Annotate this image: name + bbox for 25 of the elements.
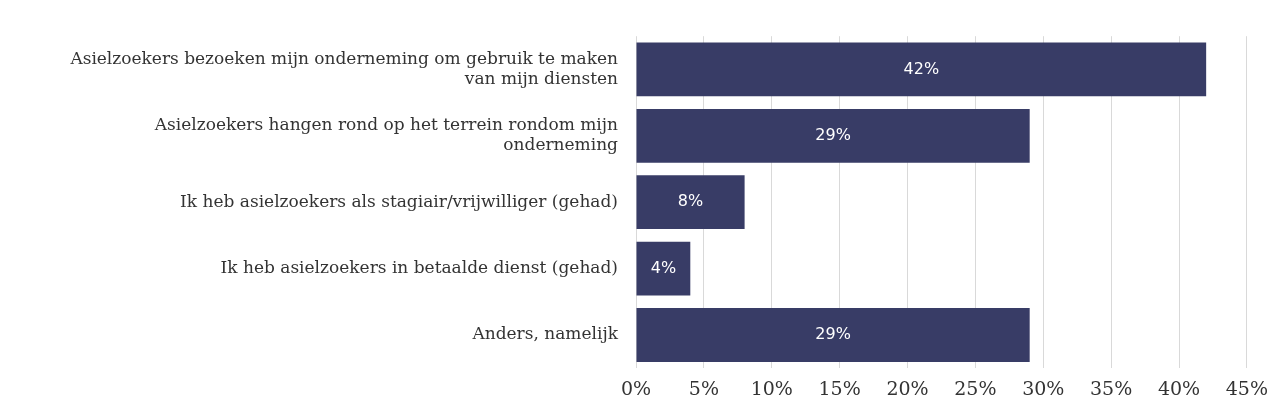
y-tick-label: Asielzoekers bezoeken mijn onderneming om gebruik te maken van mijn diensten xyxy=(69,47,619,89)
x-tick-label: 20% xyxy=(886,376,929,399)
bar xyxy=(636,308,1030,362)
y-tick-label: Ik heb asielzoekers in betaalde dienst (gehad) xyxy=(220,257,618,278)
x-tick-label: 15% xyxy=(818,376,861,399)
y-tick-label: Anders, namelijk xyxy=(471,323,619,344)
x-tick-label: 45% xyxy=(1225,376,1268,399)
bar xyxy=(636,108,1030,163)
bar xyxy=(636,241,691,296)
bar xyxy=(636,175,745,230)
bar xyxy=(636,42,1207,97)
data-label: 29% xyxy=(815,324,851,344)
x-tick-label: 0% xyxy=(620,376,652,399)
data-label: 4% xyxy=(650,257,677,277)
y-tick-label: Ik heb asielzoekers als stagiair/vrijwilliger (gehad) xyxy=(180,190,618,211)
x-tick-label: 35% xyxy=(1090,376,1133,399)
x-tick-label: 30% xyxy=(1022,376,1065,399)
x-tick-label: 40% xyxy=(1157,376,1201,399)
data-label: 8% xyxy=(677,191,704,211)
y-tick-label: Asielzoekers hangen rond op het terrein rondom mijn onderneming xyxy=(153,114,619,155)
data-label: 42% xyxy=(903,58,940,78)
x-tick-label: 5% xyxy=(688,376,719,399)
data-label: 29% xyxy=(815,124,851,144)
x-tick-label: 25% xyxy=(954,376,997,399)
x-tick-label: 10% xyxy=(750,376,793,399)
